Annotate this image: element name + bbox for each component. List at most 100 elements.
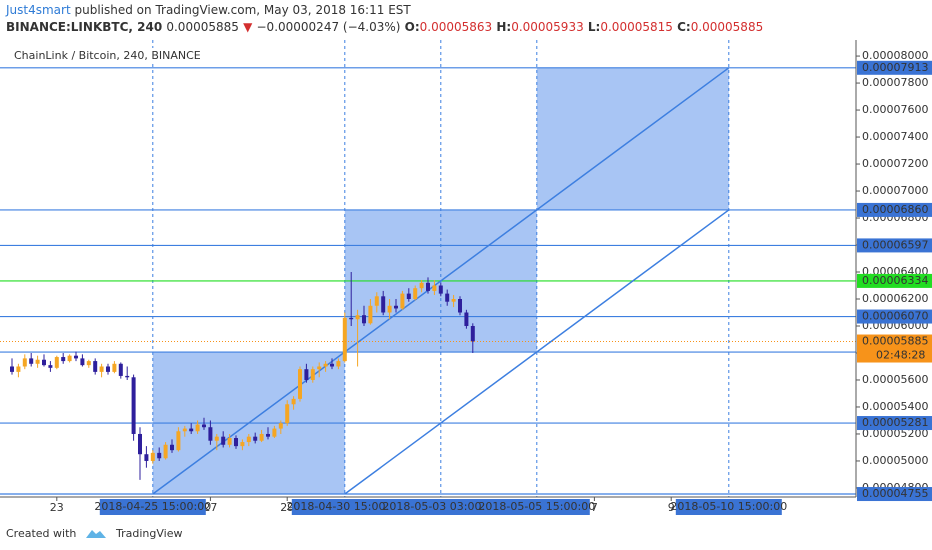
candle-body — [208, 427, 213, 441]
price-label: 0.00006860 — [862, 203, 928, 216]
time-label-bg — [675, 499, 782, 515]
header-line: Just4smart published on TradingView.com,… — [5, 3, 411, 17]
candle-body — [298, 369, 302, 399]
candle-body — [61, 357, 66, 362]
candle-body — [86, 361, 91, 366]
candle-body — [131, 377, 136, 434]
l-key: L: — [588, 20, 600, 34]
y-tick-label: 0.00008000 — [862, 49, 928, 62]
candle-body — [336, 361, 341, 367]
candle-body — [362, 315, 366, 324]
candle-body — [451, 299, 456, 302]
y-tick-label: 0.00007200 — [862, 157, 928, 170]
candle-body — [202, 424, 206, 428]
y-tick-label: 0.00007000 — [862, 184, 928, 197]
candle-body — [157, 452, 162, 459]
candle-body — [118, 363, 123, 376]
y-tick-label: 0.00006200 — [862, 292, 928, 305]
candle-body — [374, 296, 379, 306]
y-tick-label: 0.00005000 — [862, 454, 928, 467]
last-price-bg — [857, 334, 932, 363]
price-label: 0.00006334 — [862, 274, 928, 287]
y-tick-label: 0.00007400 — [862, 130, 928, 143]
c-value: 0.00005885 — [691, 20, 764, 34]
candle-body — [285, 404, 290, 424]
title-bg — [10, 48, 210, 64]
candle-body — [189, 428, 194, 432]
candle-body — [387, 305, 392, 313]
candle-body — [48, 365, 53, 368]
candle-body — [394, 305, 398, 309]
candle-body — [221, 436, 226, 445]
candle-body — [291, 398, 296, 405]
candle-body — [464, 312, 469, 326]
candle-body — [176, 431, 181, 451]
candle-body — [35, 359, 40, 364]
candle-body — [16, 366, 21, 372]
candle-body — [227, 438, 232, 445]
x-tick-label: 23 — [50, 501, 64, 514]
c-key: C: — [677, 20, 691, 34]
price-label: 0.00007913 — [862, 61, 928, 74]
x-tick-label: 27 — [203, 501, 217, 514]
candle-body — [234, 438, 238, 447]
candle-body — [458, 299, 462, 313]
last-price-label: 0.00005885 — [862, 335, 928, 348]
footer-brand[interactable]: TradingView — [115, 527, 182, 540]
x-tick-label: 29 — [280, 501, 294, 514]
candle-body — [445, 293, 450, 302]
price-label: 0.00006597 — [862, 238, 928, 251]
candle-body — [112, 363, 117, 372]
price-label-bg — [857, 416, 932, 431]
candle-body — [349, 317, 354, 320]
y-tick-label: 0.00007600 — [862, 103, 928, 116]
candle-body — [323, 363, 328, 367]
candle-body — [125, 375, 130, 378]
y-tick-label: 0.00007800 — [862, 76, 928, 89]
candle-body — [163, 444, 168, 459]
candle-body — [10, 366, 14, 372]
author[interactable]: Just4smart — [5, 3, 71, 17]
arrow: ▼ — [243, 20, 253, 34]
candle-body — [355, 315, 360, 320]
candle-body — [253, 436, 258, 441]
time-label-bg — [483, 499, 590, 515]
change: −0.00000247 (−4.03%) — [257, 20, 401, 34]
candle-body — [246, 436, 251, 443]
candle-body — [67, 355, 72, 362]
candle-body — [54, 357, 59, 368]
candle-body — [342, 317, 347, 362]
time-label: 2018-04-30 15:00:00 — [286, 500, 403, 513]
price-label: 0.00006070 — [862, 310, 928, 323]
logo — [86, 530, 106, 538]
footer-bg — [0, 519, 932, 550]
candle-body — [170, 444, 174, 451]
time-label: 2018-05-05 15:00:00 — [478, 500, 595, 513]
candle-body — [426, 282, 430, 291]
h-key: H: — [496, 20, 511, 34]
candle-body — [182, 428, 187, 432]
candle-body — [317, 366, 322, 370]
price-label-bg — [857, 309, 932, 324]
price-label: 0.00004755 — [862, 487, 928, 500]
price-label-bg — [857, 202, 932, 217]
candle-body — [80, 358, 85, 366]
o-value: 0.00005863 — [420, 20, 493, 34]
candle-body — [74, 355, 78, 359]
time-label: 2018-04-25 15:00:00 — [94, 500, 211, 513]
candle-body — [42, 359, 46, 366]
candle-body — [470, 325, 475, 342]
time-label: 2018-05-10 15:00:00 — [670, 500, 787, 513]
trend-line — [344, 209, 730, 495]
candle-body — [29, 358, 34, 364]
price-label-bg — [857, 60, 932, 75]
candle-body — [22, 358, 27, 367]
quote-line: BINANCE:LINKBTC, 240 0.00005885 ▼ −0.000… — [6, 20, 763, 34]
chart-title: ChainLink / Bitcoin, 240, BINANCE — [14, 49, 201, 62]
candle-body — [330, 363, 334, 367]
l-value: 0.00005815 — [600, 20, 673, 34]
candle-body — [304, 369, 309, 380]
candle-body — [150, 452, 155, 461]
candle-body — [259, 433, 264, 441]
time-label-bg — [99, 499, 206, 515]
